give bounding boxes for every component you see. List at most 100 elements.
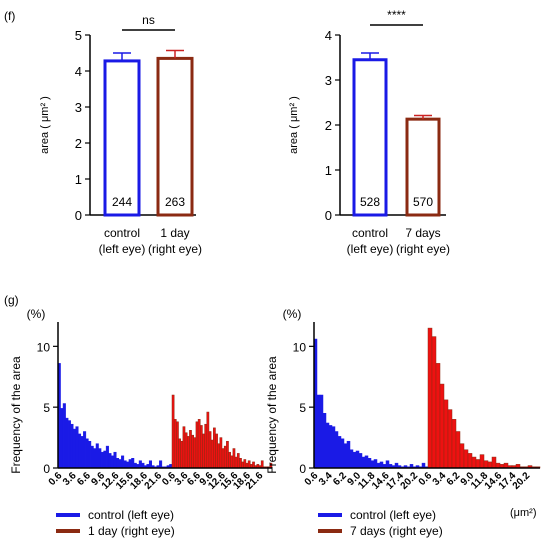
histogram-bar [184,432,188,469]
histogram-bar [200,425,203,469]
x-tick-label: (left eye) [99,242,146,256]
histogram-bar [471,456,477,469]
histogram-bar [435,363,441,469]
histogram-bar [349,449,354,469]
histogram-bar [128,459,132,469]
histogram-bar [80,436,84,469]
histogram-bar [93,448,97,469]
histogram-bar [340,438,345,469]
bar [103,59,141,217]
histogram-bar [121,455,125,469]
histogram-7days: (%)Frequency of the area 05100.63.46.29.0… [265,307,541,492]
legend-right: control (left eye) 7 days (right eye) [318,508,443,538]
histogram-bar [370,460,375,469]
y-tick-label: 5 [43,401,50,415]
histogram-bar [459,443,465,469]
legend-label-control: control (left eye) [88,508,174,522]
legend-label-treated: 1 day (right eye) [88,524,175,538]
histogram-bar [95,443,99,469]
histogram-bar [118,459,122,469]
bar-count-label: 244 [112,195,132,209]
histogram-bar [123,460,127,469]
legend-left: control (left eye) 1 day (right eye) [56,508,175,538]
histogram-bar [171,394,175,469]
histogram-bar [138,460,142,469]
histogram-bar [206,411,210,469]
y-axis-label: area ( μm² ) [288,96,300,154]
y-tick-label: 1 [325,163,332,178]
y-axis-label: Frequency of the area [265,356,279,474]
histogram-bar [208,431,212,469]
histogram-bar [439,383,445,469]
y-tick-label: 3 [325,73,332,88]
histogram-bar [189,430,192,469]
histogram-bar [483,460,489,469]
y-tick-label: 0 [325,208,332,223]
histogram-bar [180,440,184,469]
histogram-bar [475,459,481,469]
histogram-bar [131,458,135,469]
bar-chart-7days: 0 1 2 3 4 area ( μm² ) 528 control (left eye) 570… [288,8,450,256]
histogram-bar [100,451,104,469]
histogram-bar [373,459,378,469]
histogram-bar [355,450,360,469]
histogram-bar [88,440,92,469]
histogram-bar [364,455,369,469]
histogram-bar [346,440,351,469]
histogram-bar [361,456,366,469]
histogram-bar [85,438,89,469]
histogram-bar [447,409,453,469]
histogram-bar [236,453,240,469]
histogram-bar [215,433,218,469]
histogram-bar [247,460,251,469]
bar-chart-1day: 0 1 2 3 4 5 area ( μm² ) 244 control (left eye) 26… [39,13,202,256]
histogram-bar [62,403,66,469]
panel-label-g: (g) [4,293,19,307]
histogram-bar [491,456,497,469]
histogram-bar [352,451,357,469]
histogram-bar [232,448,236,469]
y-tick-label: 3 [75,100,82,115]
histogram-bar [178,438,181,469]
histogram-bar [487,461,493,469]
y-tick-label: 10 [37,340,51,354]
histogram-bar [173,419,177,469]
histogram-bar [316,394,321,469]
histogram-bar [226,440,229,469]
histogram-bar [427,327,433,469]
x-axis-unit-label: (μm²) [510,507,537,519]
y-tick-label: 4 [75,64,82,79]
bar [405,117,441,217]
histogram-bar [228,451,231,469]
histogram-bar [103,450,107,469]
histogram-bar [72,428,76,469]
histogram-bar [182,426,186,469]
x-tick-label: 1 day [160,226,189,240]
y-tick-label: 1 [75,172,82,187]
y-tick-label: 4 [325,28,332,43]
y-axis-label: Frequency of the area [9,356,23,474]
histogram-bar [325,422,330,469]
histogram-bar [105,445,109,469]
histogram-bar [210,439,214,469]
histogram-bar [431,336,437,469]
bar [352,58,388,217]
histogram-bar [328,425,333,469]
panel-label-f: (f) [4,9,15,23]
significance-label: **** [387,8,406,22]
histogram-1day: (%)Frequency of the area 05100.63.66.69.6… [9,307,273,492]
histogram-bar [213,427,216,469]
y-axis-label: area ( μm² ) [39,96,51,154]
histogram-bar [193,437,197,469]
bar-count-label: 263 [165,195,185,209]
histogram-bar [358,453,363,469]
legend-label-control: control (left eye) [350,508,436,522]
x-tick-label: (right eye) [396,242,450,256]
x-tick-label: (right eye) [148,242,202,256]
y-unit-label: (%) [283,307,302,321]
x-tick-label: control [104,226,140,240]
histogram-bar [65,417,69,469]
bar-count-label: 570 [413,195,433,209]
y-tick-label: 0 [43,462,50,476]
